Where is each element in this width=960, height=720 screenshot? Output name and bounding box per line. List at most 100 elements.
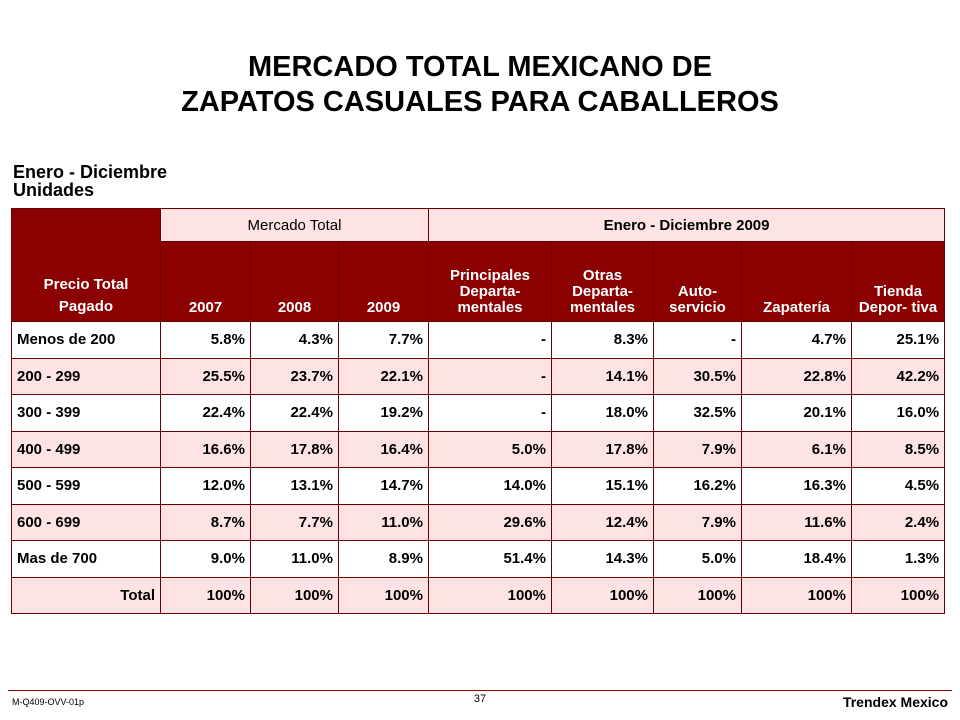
table-cell: 100% — [850, 576, 946, 614]
table-cell: 51.4% — [428, 540, 552, 578]
row-label: Total — [11, 576, 161, 614]
table-cell: 8.5% — [850, 430, 946, 468]
table-row: 500 - 599 12.0% 13.1% 14.7% 14.0% 15.1% 16.2% 1… — [11, 467, 946, 505]
row-label: 400 - 499 — [11, 430, 161, 468]
table-cell: 12.4% — [551, 503, 654, 541]
row-label: 300 - 399 — [11, 394, 161, 432]
table-cell: - — [428, 394, 552, 432]
table-cell: 2.4% — [850, 503, 946, 541]
table-cell: 32.5% — [653, 394, 742, 432]
column-header: Auto- servicio — [653, 241, 742, 322]
subtitle: Enero - Diciembre Unidades — [13, 163, 167, 199]
table-cell: 16.3% — [741, 467, 852, 505]
subtitle-units: Unidades — [13, 180, 95, 200]
table-cell: 100% — [653, 576, 742, 614]
table-cell: 14.3% — [551, 540, 654, 578]
column-header: 2009 — [338, 241, 429, 322]
table-cell: 25.5% — [160, 357, 251, 395]
table-cell: 22.1% — [338, 357, 429, 395]
table-cell: 7.9% — [653, 430, 742, 468]
table-cell: 16.2% — [653, 467, 742, 505]
column-header: Principales Departa- mentales — [428, 241, 552, 322]
table-cell: 100% — [428, 576, 552, 614]
table-row: Total 100% 100% 100% 100% 100% 100% 100% 100% — [11, 576, 946, 614]
row-label: Menos de 200 — [11, 321, 161, 359]
table-cell: 18.0% — [551, 394, 654, 432]
table-cell: 17.8% — [551, 430, 654, 468]
table-cell: 7.7% — [338, 321, 429, 359]
table-cell: 11.0% — [250, 540, 339, 578]
table-cell: 4.7% — [741, 321, 852, 359]
row-header-bottom: Pagado — [58, 298, 114, 315]
table-cell: 8.9% — [338, 540, 429, 578]
table-cell: 13.1% — [250, 467, 339, 505]
table-cell: 42.2% — [850, 357, 946, 395]
footer-code: M-Q409-OVV-01p — [12, 697, 85, 707]
column-header: Tienda Depor- tiva — [850, 241, 946, 322]
table-cell: 19.2% — [338, 394, 429, 432]
table-cell: 22.8% — [741, 357, 852, 395]
table-row: 200 - 299 25.5% 23.7% 22.1% -14.1% 30.5% 22.8%… — [11, 357, 946, 395]
group-header-row: Precio Total Pagado Mercado Total Enero … — [11, 208, 946, 322]
table-cell: - — [653, 321, 742, 359]
table-row: Mas de 700 9.0% 11.0% 8.9% 51.4% 14.3% 5.0% 18.… — [11, 540, 946, 578]
table-cell: 22.4% — [250, 394, 339, 432]
row-label: Mas de 700 — [11, 540, 161, 578]
title-line-1: MERCADO TOTAL MEXICANO DE — [247, 51, 712, 83]
subtitle-period: Enero - Diciembre — [13, 162, 168, 182]
table-cell: 23.7% — [250, 357, 339, 395]
table-cell: 29.6% — [428, 503, 552, 541]
page-number: 37 — [473, 693, 487, 705]
table-cell: 25.1% — [850, 321, 946, 359]
table-cell: 18.4% — [741, 540, 852, 578]
table-cell: 7.9% — [653, 503, 742, 541]
table-cell: 4.3% — [250, 321, 339, 359]
table-cell: 7.7% — [250, 503, 339, 541]
column-header: 2007 — [160, 241, 251, 322]
row-label: 600 - 699 — [11, 503, 161, 541]
table-cell: 15.1% — [551, 467, 654, 505]
table-cell: 11.0% — [338, 503, 429, 541]
table-cell: 20.1% — [741, 394, 852, 432]
column-header-row: 2007 2008 2009 Principales Departa- ment… — [11, 241, 946, 322]
column-header: 2008 — [250, 241, 339, 322]
table-cell: 100% — [551, 576, 654, 614]
table-cell: 9.0% — [160, 540, 251, 578]
table-cell: 14.0% — [428, 467, 552, 505]
table-cell: 16.4% — [338, 430, 429, 468]
table-cell: 17.8% — [250, 430, 339, 468]
table-cell: 1.3% — [850, 540, 946, 578]
row-header-top: Precio Total — [43, 276, 129, 293]
table-cell: 5.8% — [160, 321, 251, 359]
group-header-mercado-total: Mercado Total — [160, 208, 429, 242]
table-cell: 16.0% — [850, 394, 946, 432]
table-cell: - — [428, 321, 552, 359]
table-row: 400 - 499 16.6% 17.8% 16.4% 5.0% 17.8% 7.9% 6.1… — [11, 430, 946, 468]
table-cell: 6.1% — [741, 430, 852, 468]
table-cell: 100% — [741, 576, 852, 614]
table-cell: 5.0% — [653, 540, 742, 578]
table-cell: 22.4% — [160, 394, 251, 432]
title-line-2: ZAPATOS CASUALES PARA CABALLEROS — [181, 86, 779, 118]
row-label: 500 - 599 — [11, 467, 161, 505]
brand-name: Trendex Mexico — [842, 694, 948, 710]
table-cell: 100% — [160, 576, 251, 614]
data-table: Precio Total Pagado Mercado Total Enero … — [11, 208, 946, 614]
table-body: Menos de 200 5.8% 4.3% 7.7% -8.3% -4.7% 25.1% 2… — [11, 321, 946, 614]
table-cell: 16.6% — [160, 430, 251, 468]
table-cell: 14.1% — [551, 357, 654, 395]
table-cell: 30.5% — [653, 357, 742, 395]
row-label: 200 - 299 — [11, 357, 161, 395]
table-row: 600 - 699 8.7% 7.7% 11.0% 29.6% 12.4% 7.9% 11.6… — [11, 503, 946, 541]
table-cell: 4.5% — [850, 467, 946, 505]
table-cell: - — [428, 357, 552, 395]
table-cell: 8.7% — [160, 503, 251, 541]
table-cell: 11.6% — [741, 503, 852, 541]
table-cell: 100% — [338, 576, 429, 614]
table-cell: 12.0% — [160, 467, 251, 505]
table-cell: 14.7% — [338, 467, 429, 505]
table-cell: 100% — [250, 576, 339, 614]
group-header-enero-diciembre: Enero - Diciembre 2009 — [427, 208, 946, 242]
table-cell: 5.0% — [428, 430, 552, 468]
column-header: Otras Departa- mentales — [551, 241, 654, 322]
